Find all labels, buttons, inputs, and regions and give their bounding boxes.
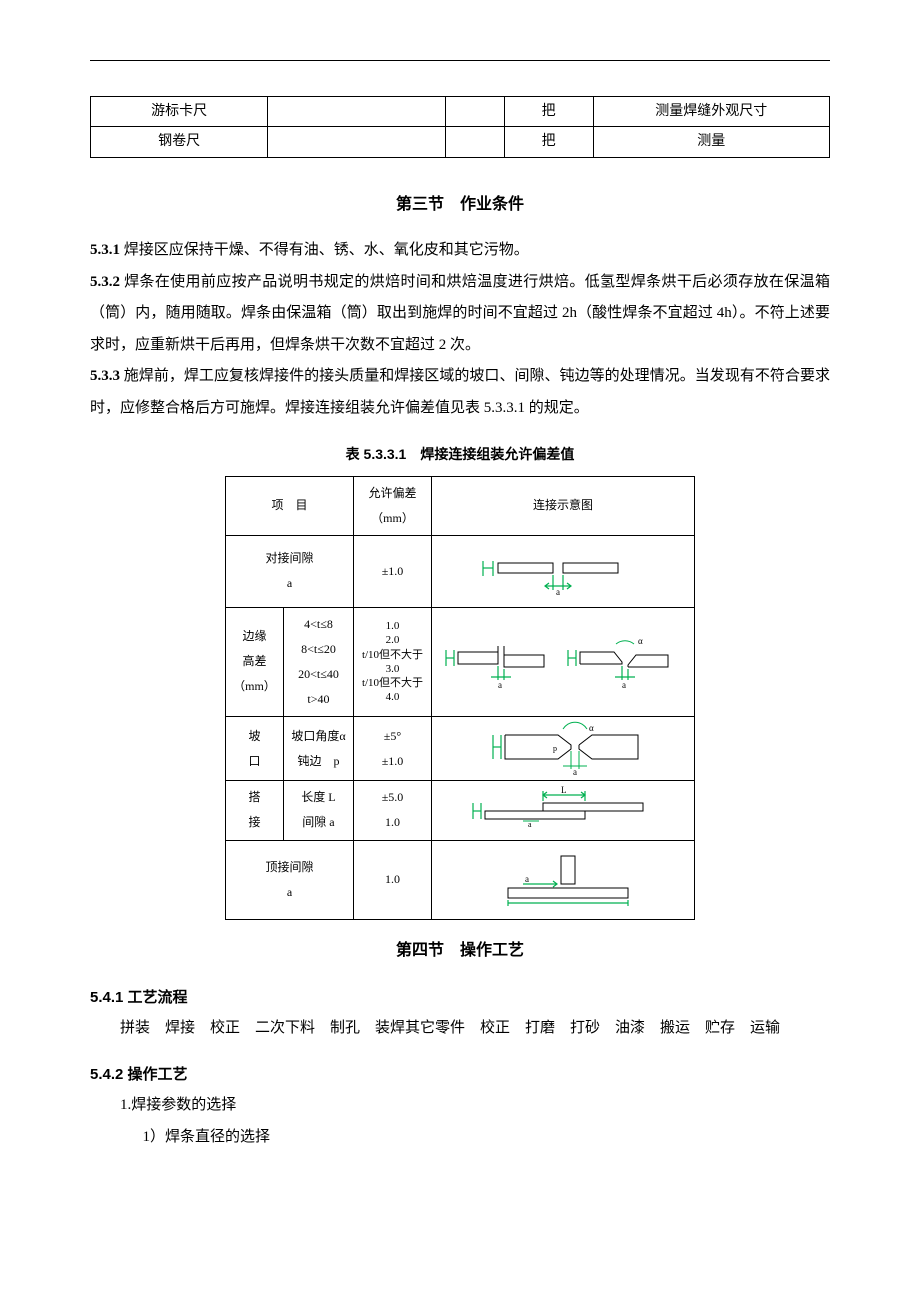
dev-r2-c2: 4<t≤8 8<t≤20 20<t≤40 t>40	[283, 607, 353, 717]
edge-offset-diagram-icon: a α a	[438, 632, 688, 692]
dev-head-item: 项 目	[226, 476, 354, 535]
dev-r1-label: 对接间隙 a	[226, 536, 354, 607]
groove-diagram-icon: α p a	[463, 721, 663, 776]
para-5-4-2-1: 1.焊接参数的选择	[90, 1090, 830, 1122]
svg-text:L: L	[561, 785, 567, 795]
tool-qty	[445, 127, 504, 157]
header-rule	[90, 60, 830, 61]
dev-r5-diagram: a	[432, 840, 695, 919]
heading-5-4-2: 5.4.2 操作工艺	[90, 1059, 830, 1091]
process-flow: 拼装 焊接 校正 二次下料 制孔 装焊其它零件 校正 打磨 打砂 油漆 搬运 贮…	[90, 1013, 830, 1045]
dev-r3-c1: 坡 口	[226, 717, 284, 781]
svg-text:a: a	[556, 587, 560, 596]
para-5-4-2-1-1: 1）焊条直径的选择	[90, 1122, 830, 1154]
heading-5-4-1: 5.4.1 工艺流程	[90, 982, 830, 1014]
tool-note: 测量焊缝外观尺寸	[593, 97, 830, 127]
dev-r5-tol: 1.0	[354, 840, 432, 919]
tool-spec	[268, 97, 445, 127]
butt-gap-diagram-icon: a	[463, 546, 663, 596]
svg-text:a: a	[498, 680, 502, 690]
svg-text:a: a	[525, 874, 529, 884]
tool-table: 游标卡尺 把 测量焊缝外观尺寸 钢卷尺 把 测量	[90, 96, 830, 158]
dev-r1-diagram: a	[432, 536, 695, 607]
tool-spec	[268, 127, 445, 157]
tool-unit: 把	[504, 127, 593, 157]
dev-r2-c3: 1.0 2.0 t/10但不大于3.0 t/10但不大于4.0	[354, 607, 432, 717]
dev-r5-label: 顶接间隙 a	[226, 840, 354, 919]
dev-r3-c2: 坡口角度α 钝边 p	[283, 717, 353, 781]
dev-r1-tol: ±1.0	[354, 536, 432, 607]
table-row: 游标卡尺 把 测量焊缝外观尺寸	[91, 97, 830, 127]
svg-text:a: a	[573, 767, 577, 776]
para-5-3-3: 5.3.3 施焊前，焊工应复核焊接件的接头质量和焊接区域的坡口、间隙、钝边等的处…	[90, 361, 830, 424]
tee-diagram-icon: a	[463, 850, 663, 910]
section-4-title: 第四节 操作工艺	[90, 934, 830, 968]
para-5-3-2: 5.3.2 焊条在使用前应按产品说明书规定的烘焙时间和烘焙温度进行烘焙。低氢型焊…	[90, 267, 830, 362]
dev-head-diagram: 连接示意图	[432, 476, 695, 535]
tool-name: 钢卷尺	[91, 127, 268, 157]
dev-head-tol: 允许偏差 （mm）	[354, 476, 432, 535]
dev-r4-c2: 长度 L 间隙 a	[283, 781, 353, 840]
para-5-3-1: 5.3.1 焊接区应保持干燥、不得有油、锈、水、氧化皮和其它污物。	[90, 235, 830, 267]
dev-r4-c1: 搭 接	[226, 781, 284, 840]
dev-r3-diagram: α p a	[432, 717, 695, 781]
tool-qty	[445, 97, 504, 127]
dev-r4-diagram: L a	[432, 781, 695, 840]
section-3-title: 第三节 作业条件	[90, 188, 830, 222]
svg-text:α: α	[589, 723, 594, 733]
dev-r4-c3: ±5.0 1.0	[354, 781, 432, 840]
lap-diagram-icon: L a	[453, 785, 673, 835]
tool-unit: 把	[504, 97, 593, 127]
table-row: 钢卷尺 把 测量	[91, 127, 830, 157]
tool-name: 游标卡尺	[91, 97, 268, 127]
tool-note: 测量	[593, 127, 830, 157]
svg-text:α: α	[638, 636, 643, 646]
dev-table-caption: 表 5.3.3.1 焊接连接组装允许偏差值	[90, 440, 830, 469]
deviation-table: 项 目 允许偏差 （mm） 连接示意图 对接间隙 a ±1.0	[225, 476, 695, 920]
dev-r3-c3: ±5° ±1.0	[354, 717, 432, 781]
dev-r2-diagram: a α a	[432, 607, 695, 717]
dev-r2-c1: 边缘 高差（mm）	[226, 607, 284, 717]
svg-text:a: a	[622, 680, 626, 690]
svg-text:p: p	[553, 744, 557, 753]
